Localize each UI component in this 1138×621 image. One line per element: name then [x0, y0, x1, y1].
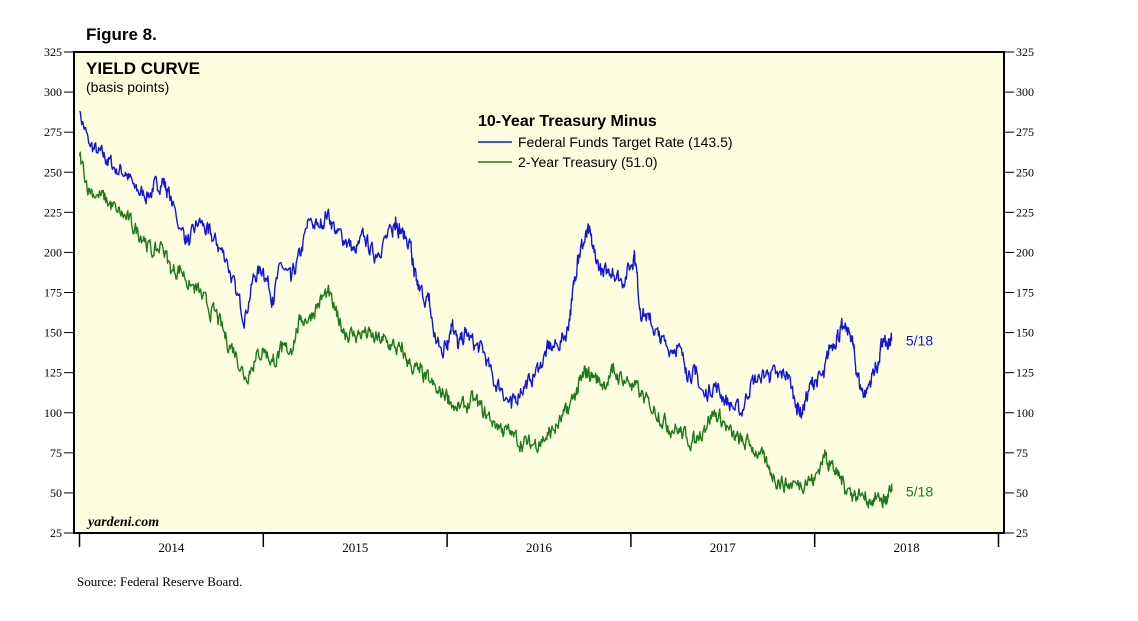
y-tick-label-left-250: 250 [44, 165, 62, 179]
watermark: yardeni.com [86, 515, 159, 530]
y-tick-label-left-125: 125 [44, 366, 62, 380]
legend: 10-Year Treasury Minus Federal Funds Tar… [478, 113, 733, 170]
y-tick-label-right-25: 25 [1016, 526, 1028, 540]
y-tick-label-left-225: 225 [44, 205, 62, 219]
legend-label-2yr: 2-Year Treasury (51.0) [518, 154, 658, 170]
y-tick-label-right-100: 100 [1016, 406, 1034, 420]
y-tick-label-right-75: 75 [1016, 446, 1028, 460]
source-note: Source: Federal Reserve Board. [77, 574, 242, 589]
x-tick-label-2016: 2016 [526, 540, 553, 555]
x-tick-label-2017: 2017 [710, 540, 737, 555]
y-axis-right: 25 50 75 100 125 150 175 200 225 250 275 300 325 [1004, 45, 1034, 540]
y-tick-label-left-275: 275 [44, 125, 62, 139]
series-end-label-0: 5/18 [906, 333, 933, 349]
y-tick-label-left-50: 50 [50, 486, 62, 500]
y-axis-left: 25 50 75 100 125 150 175 200 225 250 275 300 325 [44, 45, 74, 540]
y-tick-label-right-200: 200 [1016, 245, 1034, 259]
legend-label-fed-funds: Federal Funds Target Rate (143.5) [518, 134, 733, 150]
y-tick-label-left-100: 100 [44, 406, 62, 420]
y-tick-label-right-175: 175 [1016, 286, 1034, 300]
legend-title: 10-Year Treasury Minus [478, 113, 657, 130]
chart-title: YIELD CURVE [86, 59, 200, 78]
series-layer: 5/18 5/18 [78, 110, 933, 509]
y-tick-label-right-150: 150 [1016, 326, 1034, 340]
y-tick-label-left-150: 150 [44, 326, 62, 340]
y-tick-label-left-175: 175 [44, 286, 62, 300]
x-axis: 2014 2015 2016 2017 2018 [78, 533, 1000, 555]
y-tick-label-left-75: 75 [50, 446, 62, 460]
y-tick-label-right-250: 250 [1016, 165, 1034, 179]
series-end-label-1: 5/18 [906, 483, 933, 499]
plot-area [73, 51, 1005, 534]
series-line-1 [78, 151, 893, 509]
x-tick-label-2015: 2015 [342, 540, 368, 555]
y-tick-label-left-200: 200 [44, 245, 62, 259]
y-tick-label-left-300: 300 [44, 85, 62, 99]
y-tick-label-right-225: 225 [1016, 205, 1034, 219]
x-tick-label-2018: 2018 [894, 540, 920, 555]
figure-label: Figure 8. [86, 25, 157, 44]
y-tick-label-right-275: 275 [1016, 125, 1034, 139]
x-tick-label-2014: 2014 [158, 540, 185, 555]
y-tick-label-right-325: 325 [1016, 45, 1034, 59]
chart-subtitle: (basis points) [86, 79, 169, 95]
y-tick-label-right-50: 50 [1016, 486, 1028, 500]
y-tick-label-right-125: 125 [1016, 366, 1034, 380]
y-tick-label-left-325: 325 [44, 45, 62, 59]
y-tick-label-left-25: 25 [50, 526, 62, 540]
series-line-0 [79, 110, 893, 419]
y-tick-label-right-300: 300 [1016, 85, 1034, 99]
